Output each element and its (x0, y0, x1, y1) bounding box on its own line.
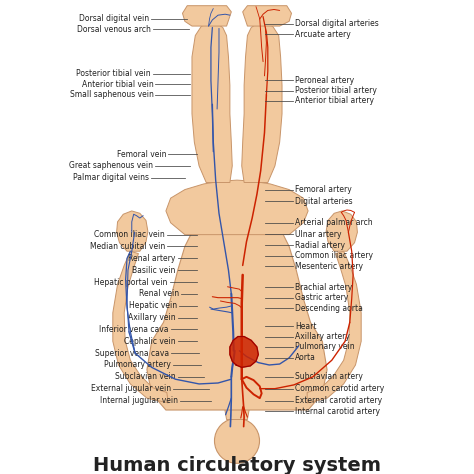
Text: Dorsal digital arteries: Dorsal digital arteries (295, 19, 379, 28)
Text: Posterior tibial vein: Posterior tibial vein (76, 70, 151, 78)
Text: Gastric artery: Gastric artery (295, 293, 348, 302)
Text: Ulnar artery: Ulnar artery (295, 230, 341, 238)
Text: Pulmonary vein: Pulmonary vein (295, 343, 355, 351)
Text: Renal vein: Renal vein (139, 290, 179, 298)
Text: Great saphenous vein: Great saphenous vein (70, 162, 154, 170)
Text: Digital arteries: Digital arteries (295, 197, 353, 206)
Text: Common iliac vein: Common iliac vein (94, 230, 165, 239)
Text: Axillary artery: Axillary artery (295, 332, 350, 341)
Text: Palmar digital veins: Palmar digital veins (73, 173, 149, 182)
Polygon shape (230, 337, 258, 367)
Polygon shape (182, 6, 231, 26)
Text: External carotid artery: External carotid artery (295, 396, 382, 405)
Text: Basilic vein: Basilic vein (132, 266, 176, 274)
Text: Internal carotid artery: Internal carotid artery (295, 407, 380, 416)
Text: Inferior vena cava: Inferior vena cava (99, 325, 169, 334)
Text: Subclavian artery: Subclavian artery (295, 373, 363, 381)
Text: Human circulatory system: Human circulatory system (93, 456, 381, 474)
Text: Femoral artery: Femoral artery (295, 185, 352, 194)
Text: Peroneal artery: Peroneal artery (295, 76, 354, 84)
Text: Hepatic portal vein: Hepatic portal vein (94, 278, 168, 286)
Text: Subclavian vein: Subclavian vein (115, 373, 176, 381)
Text: Common carotid artery: Common carotid artery (295, 384, 384, 393)
Text: Internal jugular vein: Internal jugular vein (100, 396, 178, 405)
Text: Superior vena cava: Superior vena cava (94, 349, 169, 357)
Text: Cephalic vein: Cephalic vein (124, 337, 176, 346)
Polygon shape (166, 180, 308, 235)
Text: Hepatic vein: Hepatic vein (129, 301, 177, 310)
Text: Dorsal digital vein: Dorsal digital vein (79, 15, 149, 23)
Text: Pulmonary artery: Pulmonary artery (104, 361, 171, 369)
Ellipse shape (214, 419, 259, 464)
Text: Posterior tibial artery: Posterior tibial artery (295, 86, 377, 95)
Text: Renal artery: Renal artery (128, 254, 176, 263)
Polygon shape (117, 211, 148, 251)
Text: Radial artery: Radial artery (295, 241, 345, 249)
Text: Aorta: Aorta (295, 354, 316, 362)
Polygon shape (113, 251, 168, 403)
Polygon shape (326, 211, 357, 251)
Polygon shape (243, 6, 292, 26)
Text: Descending aorta: Descending aorta (295, 304, 363, 312)
Polygon shape (242, 24, 282, 182)
Polygon shape (225, 409, 249, 419)
Text: Arterial palmar arch: Arterial palmar arch (295, 219, 373, 227)
Text: Femoral vein: Femoral vein (117, 150, 166, 158)
Text: Axillary vein: Axillary vein (128, 313, 176, 322)
Text: Common iliac artery: Common iliac artery (295, 252, 373, 260)
Text: Anterior tibial artery: Anterior tibial artery (295, 97, 374, 105)
Polygon shape (147, 232, 327, 410)
Text: Small saphenous vein: Small saphenous vein (70, 91, 154, 99)
Text: Anterior tibial vein: Anterior tibial vein (82, 80, 154, 89)
Text: External jugular vein: External jugular vein (91, 384, 171, 393)
Polygon shape (307, 251, 361, 403)
Polygon shape (192, 24, 232, 182)
Text: Median cubital vein: Median cubital vein (90, 242, 165, 251)
Text: Mesenteric artery: Mesenteric artery (295, 262, 363, 271)
Text: Brachial artery: Brachial artery (295, 283, 352, 292)
Text: Arcuate artery: Arcuate artery (295, 30, 351, 38)
Text: Dorsal venous arch: Dorsal venous arch (77, 25, 151, 34)
Text: Heart: Heart (295, 322, 317, 330)
